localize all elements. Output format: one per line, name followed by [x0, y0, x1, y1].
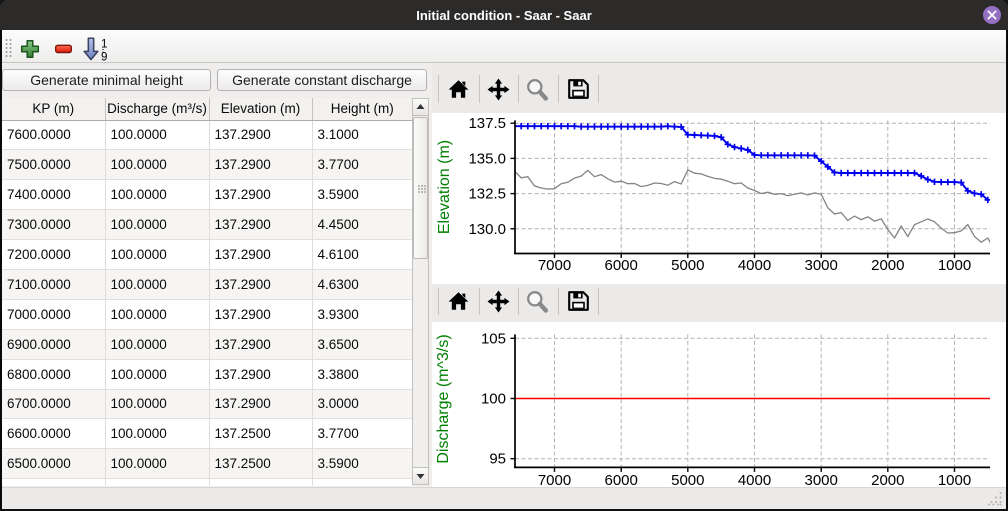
svg-text:1000: 1000	[938, 257, 971, 274]
svg-text:100: 100	[481, 391, 506, 408]
svg-text:6000: 6000	[605, 257, 638, 274]
svg-text:105: 105	[481, 330, 506, 347]
svg-text:137.5: 137.5	[468, 115, 506, 132]
svg-text:132.5: 132.5	[468, 186, 506, 203]
svg-text:1000: 1000	[938, 472, 971, 489]
svg-text:1: 1	[101, 39, 107, 51]
svg-text:7000: 7000	[538, 472, 571, 489]
svg-text:4000: 4000	[738, 472, 771, 489]
svg-text:9: 9	[101, 52, 107, 64]
svg-text:Discharge (m^3/s): Discharge (m^3/s)	[435, 334, 452, 463]
svg-text:3000: 3000	[805, 257, 838, 274]
svg-text:7000: 7000	[538, 257, 571, 274]
svg-text:5000: 5000	[671, 257, 704, 274]
svg-text:130.0: 130.0	[468, 221, 506, 238]
svg-text:5000: 5000	[671, 472, 704, 489]
svg-text:2000: 2000	[871, 472, 904, 489]
svg-text:6000: 6000	[605, 472, 638, 489]
svg-text:135.0: 135.0	[468, 150, 506, 167]
svg-text:Elevation (m): Elevation (m)	[436, 140, 453, 234]
svg-text:2000: 2000	[871, 257, 904, 274]
svg-text:95: 95	[489, 451, 506, 468]
svg-text:4000: 4000	[738, 257, 771, 274]
svg-text:3000: 3000	[805, 472, 838, 489]
